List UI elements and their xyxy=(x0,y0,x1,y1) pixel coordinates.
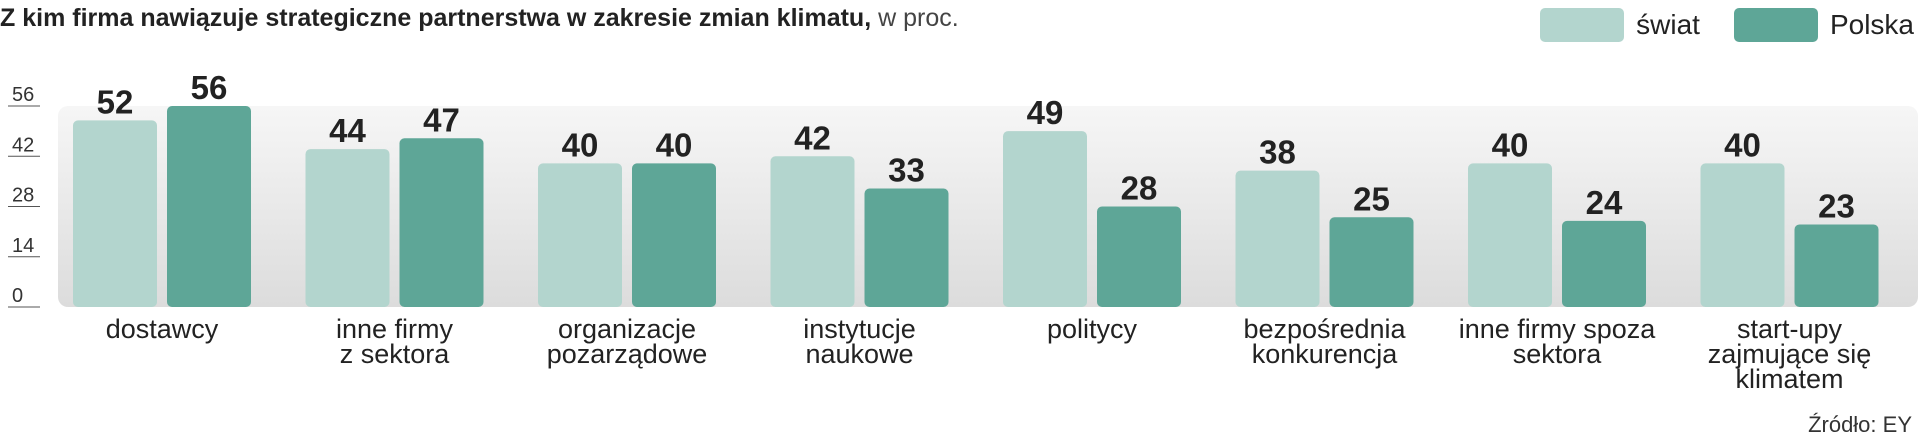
category-label-line: instytucje xyxy=(803,314,916,344)
legend-swatch-poland xyxy=(1733,8,1818,42)
value-label-poland-5: 25 xyxy=(1353,180,1390,217)
category-label-line: organizacje xyxy=(558,314,696,344)
category-label-line: politycy xyxy=(1047,314,1138,344)
bar-world-5 xyxy=(1235,170,1320,307)
value-label-world-1: 44 xyxy=(329,112,366,149)
category-label-0: dostawcy xyxy=(106,314,219,344)
bar-world-2 xyxy=(538,163,622,307)
category-label-line: inne firmy xyxy=(336,314,454,344)
legend: świat Polska xyxy=(1520,8,1914,42)
value-label-world-0: 52 xyxy=(97,83,134,120)
bar-poland-2 xyxy=(632,163,716,307)
value-label-poland-2: 40 xyxy=(656,126,693,163)
legend-item-world: świat xyxy=(1540,8,1700,42)
value-label-poland-1: 47 xyxy=(423,101,460,138)
category-label-line: dostawcy xyxy=(106,314,219,344)
y-tick-label-2: 28 xyxy=(12,185,34,207)
value-label-world-5: 38 xyxy=(1259,134,1296,171)
bar-poland-3 xyxy=(864,188,949,307)
category-label-line: start-upy xyxy=(1737,314,1843,344)
legend-item-poland: Polska xyxy=(1733,8,1914,42)
chart-title-row: Z kim firma nawiązuje strategiczne partn… xyxy=(0,4,959,33)
category-label-line: pozarządowe xyxy=(547,339,708,369)
chart-unit-note: w proc. xyxy=(878,4,959,32)
bar-poland-6 xyxy=(1562,220,1646,307)
category-label-line: konkurencja xyxy=(1252,339,1399,369)
category-label-6: inne firmy spoza sektora xyxy=(1459,314,1657,369)
bar-poland-5 xyxy=(1329,217,1414,307)
bar-poland-0 xyxy=(167,106,251,307)
value-label-world-4: 49 xyxy=(1027,94,1064,131)
value-label-world-7: 40 xyxy=(1724,126,1761,163)
category-label-1: inne firmy z sektora xyxy=(336,314,454,369)
y-tick-label-0: 0 xyxy=(12,285,23,307)
value-label-poland-6: 24 xyxy=(1586,184,1623,221)
legend-label-poland: Polska xyxy=(1829,9,1914,40)
legend-swatch-world xyxy=(1540,8,1625,42)
bar-world-6 xyxy=(1468,163,1552,307)
category-label-line: zajmujące się xyxy=(1708,339,1872,369)
category-label-line: inne firmy spoza xyxy=(1459,314,1657,344)
category-label-2: organizacje pozarządowe xyxy=(547,314,708,369)
bar-world-4 xyxy=(1003,131,1087,307)
category-label-line: sektora xyxy=(1513,339,1603,369)
value-label-world-6: 40 xyxy=(1492,126,1529,163)
value-label-poland-3: 33 xyxy=(888,152,925,189)
category-label-3: instytucje naukowe xyxy=(803,314,916,369)
plot-background xyxy=(58,106,1918,307)
bar-poland-1 xyxy=(399,138,484,307)
source-note: Źródło: EY xyxy=(1808,412,1912,437)
category-label-line: klimatem xyxy=(1735,364,1843,394)
bar-world-3 xyxy=(770,156,855,307)
category-label-line: naukowe xyxy=(805,339,913,369)
y-tick-label-1: 14 xyxy=(12,235,34,257)
value-label-poland-7: 23 xyxy=(1818,187,1855,224)
value-label-poland-4: 28 xyxy=(1121,170,1158,207)
category-label-5: bezpośrednia konkurencja xyxy=(1243,314,1406,369)
category-label-7: start-upy zajmujące się klimatem xyxy=(1708,314,1872,394)
bar-poland-4 xyxy=(1097,206,1181,307)
chart-title: Z kim firma nawiązuje strategiczne partn… xyxy=(0,4,872,32)
bar-world-7 xyxy=(1700,163,1785,307)
value-label-world-2: 40 xyxy=(562,126,599,163)
category-label-line: z sektora xyxy=(340,339,451,369)
value-label-world-3: 42 xyxy=(794,119,831,156)
category-label-line: bezpośrednia xyxy=(1243,314,1406,344)
bar-poland-7 xyxy=(1794,224,1879,307)
value-label-poland-0: 56 xyxy=(191,69,228,106)
y-tick-label-3: 42 xyxy=(12,134,34,156)
legend-label-world: świat xyxy=(1636,9,1700,40)
y-tick-label-4: 56 xyxy=(12,84,34,106)
bar-world-0 xyxy=(73,120,157,307)
bar-world-1 xyxy=(305,149,390,307)
category-label-4: politycy xyxy=(1047,314,1138,344)
